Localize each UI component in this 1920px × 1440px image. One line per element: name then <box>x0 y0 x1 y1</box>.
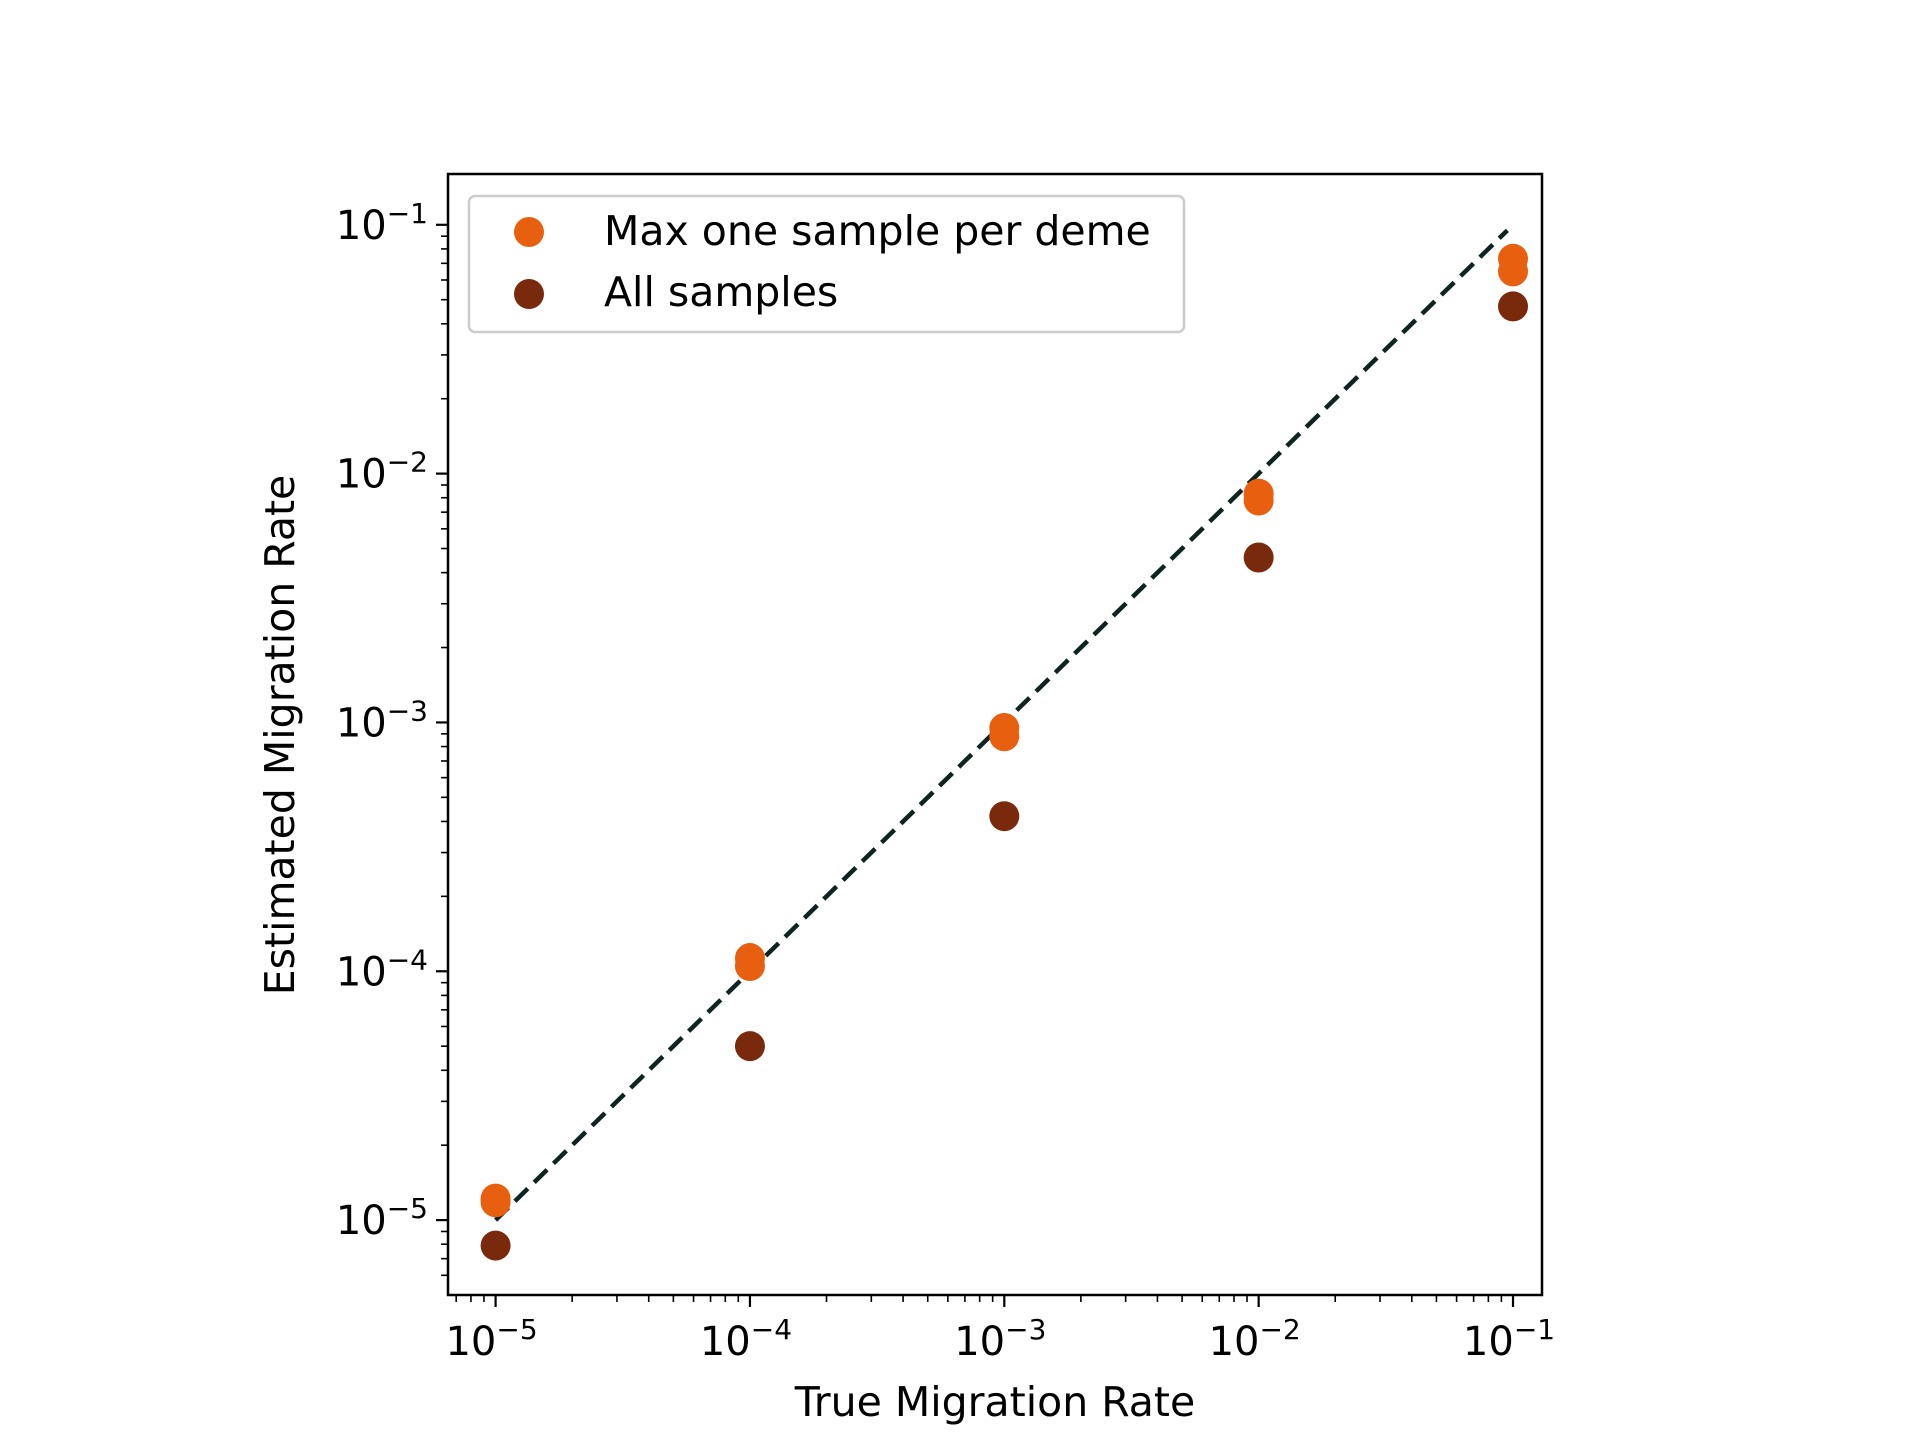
y-tick-label: 10−3 <box>336 694 428 746</box>
legend-label-all-samples: All samples <box>604 268 838 316</box>
legend-marker-all-samples <box>514 279 544 309</box>
points-layer <box>480 243 1529 1261</box>
point-max-one-sample <box>989 712 1020 743</box>
point-all-samples <box>734 1031 765 1062</box>
point-max-one-sample <box>1498 243 1529 274</box>
point-max-one-sample <box>480 1183 511 1214</box>
x-tick-label: 10−4 <box>700 1313 792 1365</box>
major-ticks <box>436 223 1515 1307</box>
y-tick-label: 10−2 <box>336 446 428 498</box>
point-all-samples <box>1498 291 1529 322</box>
point-all-samples <box>989 801 1020 832</box>
y-tick-labels: 10−5 10−4 10−3 10−2 10−1 <box>336 197 428 1244</box>
x-axis-label: True Migration Rate <box>794 1378 1195 1426</box>
point-all-samples <box>480 1230 511 1261</box>
y-tick-label: 10−1 <box>336 197 428 249</box>
point-max-one-sample <box>1243 478 1274 509</box>
y-axis-label: Estimated Migration Rate <box>256 475 304 996</box>
point-max-one-sample <box>734 943 765 974</box>
y-tick-label: 10−4 <box>336 943 428 995</box>
plot-frame <box>446 172 1544 1297</box>
x-tick-labels: 10−5 10−4 10−3 10−2 10−1 <box>445 1313 1555 1365</box>
legend-label-max-one-sample: Max one sample per deme <box>604 207 1151 255</box>
legend-box <box>467 194 1186 334</box>
point-all-samples <box>1243 542 1274 573</box>
x-tick-label: 10−3 <box>954 1313 1046 1365</box>
y-tick-label: 10−5 <box>336 1192 428 1244</box>
x-tick-label: 10−2 <box>1209 1313 1301 1365</box>
legend: Max one sample per deme All samples <box>467 194 1186 334</box>
x-tick-label: 10−1 <box>1463 1313 1555 1365</box>
x-tick-label: 10−5 <box>445 1313 537 1365</box>
legend-marker-max-one-sample <box>514 217 544 247</box>
